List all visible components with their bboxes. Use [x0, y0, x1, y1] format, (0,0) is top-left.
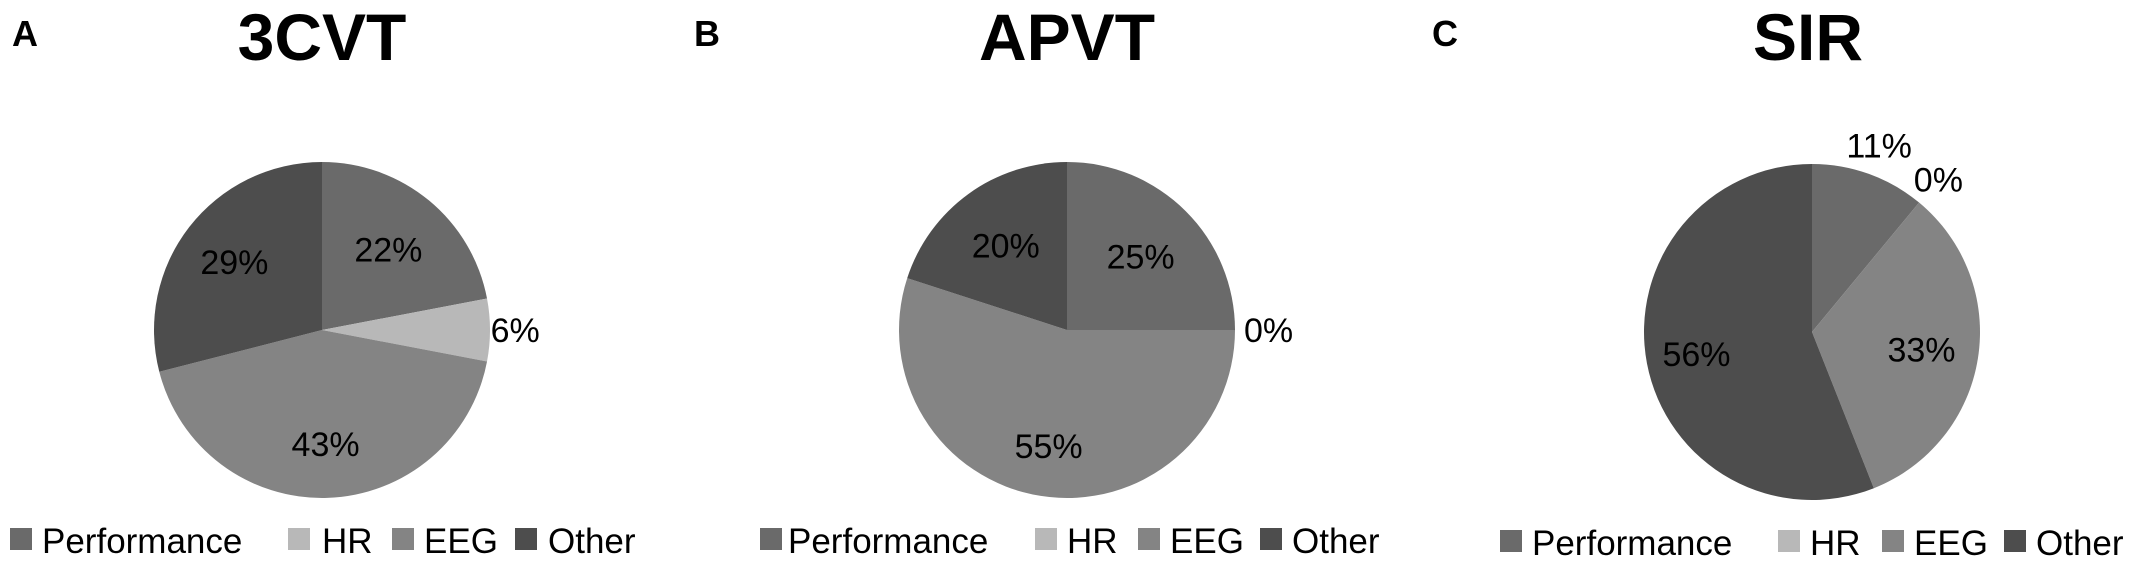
slice-label-other: 29%	[200, 244, 268, 282]
pie-slice-eeg	[1812, 202, 1980, 489]
legend-swatch-other	[515, 528, 537, 550]
legend-label-other: Other	[1292, 522, 1380, 561]
legend-item-other: Other	[515, 522, 636, 561]
legend-item-eeg: EEG	[392, 522, 498, 561]
legend-swatch-performance	[1500, 530, 1522, 552]
legend-item-performance: Performance	[1500, 524, 1732, 561]
slice-label-hr: 0%	[1244, 312, 1293, 350]
pie-a: 22% 6% 43% 29%	[154, 162, 540, 499]
slice-label-other: 56%	[1662, 336, 1730, 374]
legend-swatch-eeg	[392, 528, 414, 550]
chart-title-b: APVT	[979, 0, 1155, 74]
pie-slice-performance	[1067, 162, 1235, 330]
pie-slice-performance	[322, 162, 488, 330]
pie-c: 11%0% 33% 56%	[1643, 127, 1980, 501]
slice-label-eeg: 33%	[1887, 331, 1955, 369]
legend-swatch-other	[2004, 530, 2026, 552]
legend-item-hr: HR	[1778, 524, 1861, 561]
legend-b: Performance HR EEG Other	[760, 522, 1380, 561]
legend-swatch-hr	[1778, 530, 1800, 552]
slice-label-hr: 6%	[491, 312, 540, 350]
legend-label-performance: Performance	[788, 522, 988, 561]
legend-item-other: Other	[2004, 524, 2124, 561]
slice-label-other: 20%	[972, 228, 1040, 266]
pie-slice-eeg	[159, 330, 488, 499]
legend-label-performance: Performance	[42, 522, 242, 561]
legend-swatch-eeg	[1138, 528, 1160, 550]
legend-item-hr: HR	[1035, 522, 1118, 561]
legend-item-other: Other	[1260, 522, 1380, 561]
panel-letter-b: B	[694, 13, 720, 54]
slice-label-performance: 22%	[354, 232, 422, 270]
legend-label-hr: HR	[1810, 524, 1861, 561]
legend-label-other: Other	[548, 522, 636, 561]
pie-slice-hr	[322, 298, 490, 362]
slice-label-hr: 0%	[1914, 161, 1963, 199]
slice-label-performance: 11%	[1846, 127, 1912, 165]
legend-swatch-other	[1260, 528, 1282, 550]
legend-label-hr: HR	[1067, 522, 1118, 561]
legend-label-performance: Performance	[1532, 524, 1732, 561]
legend-label-other: Other	[2036, 524, 2124, 561]
panel-a: A 3CVT 22% 6% 43% 29% Performance HR EEG Ot…	[10, 0, 636, 561]
legend-item-eeg: EEG	[1882, 524, 1988, 561]
legend-item-hr: HR	[288, 522, 373, 561]
pie-slice-other	[907, 162, 1067, 330]
panel-letter-c: C	[1432, 13, 1458, 54]
slice-label-eeg: 43%	[292, 426, 360, 464]
legend-label-eeg: EEG	[1170, 522, 1244, 561]
chart-title-a: 3CVT	[238, 0, 407, 74]
legend-swatch-performance	[10, 528, 32, 550]
panel-c: C SIR 11%0% 33% 56% Performance HR EEG Oth…	[1432, 0, 2124, 561]
legend-c: Performance HR EEG Other	[1500, 524, 2124, 561]
slice-label-performance: 25%	[1107, 238, 1175, 276]
legend-label-eeg: EEG	[1914, 524, 1988, 561]
legend-item-eeg: EEG	[1138, 522, 1244, 561]
pie-slice-performance	[1812, 164, 1920, 332]
legend-swatch-performance	[760, 528, 782, 550]
pie-slice-other	[1643, 164, 1874, 501]
legend-swatch-hr	[288, 528, 310, 550]
legend-a: Performance HR EEG Other	[10, 522, 636, 561]
pie-slice-eeg	[899, 278, 1235, 499]
slice-label-eeg: 55%	[1015, 428, 1083, 466]
legend-swatch-hr	[1035, 528, 1057, 550]
legend-item-performance: Performance	[10, 522, 242, 561]
legend-label-hr: HR	[322, 522, 373, 561]
panel-b: B APVT 25% 0% 55% 20% Performance HR EEG Ot…	[694, 0, 1380, 561]
legend-swatch-eeg	[1882, 530, 1904, 552]
panel-letter-a: A	[12, 13, 38, 54]
pie-slice-other	[154, 162, 322, 372]
legend-item-performance: Performance	[760, 522, 988, 561]
chart-title-c: SIR	[1753, 0, 1863, 74]
pie-b: 25% 0% 55% 20%	[899, 162, 1293, 499]
legend-label-eeg: EEG	[424, 522, 498, 561]
